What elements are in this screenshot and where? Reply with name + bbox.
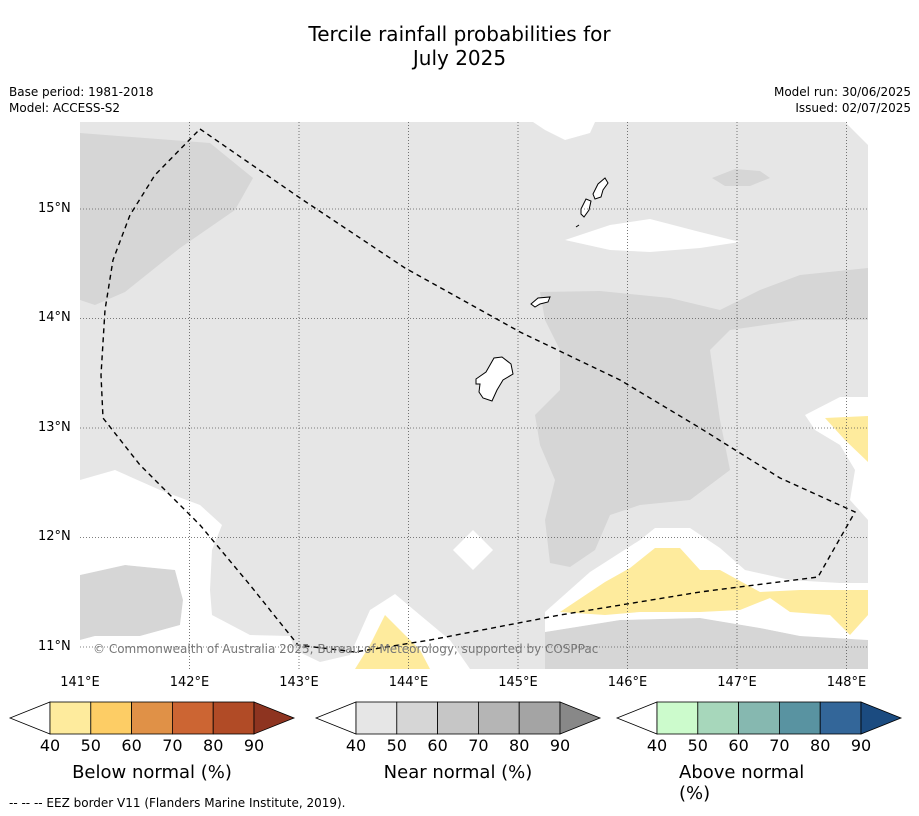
above-normal-tick-50: 50 xyxy=(687,736,708,755)
rota-island xyxy=(530,296,551,308)
no-signal-area-north xyxy=(565,219,740,252)
lon-label-144e: 144°E xyxy=(388,675,429,690)
colorbar-below-normal-high-triangle xyxy=(253,701,296,735)
title-line-2: July 2025 xyxy=(412,46,507,70)
above-normal-tick-70: 70 xyxy=(769,736,790,755)
near-normal-50-area-northwest xyxy=(80,133,253,305)
copyright-text: © Commonwealth of Australia 2025, Bureau… xyxy=(93,642,598,656)
eez-border xyxy=(100,128,856,653)
below-normal-40-area-southeast xyxy=(560,548,868,635)
colorbar-near-normal-swatch-60 xyxy=(437,701,479,735)
below-normal-tick-60: 60 xyxy=(121,736,142,755)
lon-label-141e: 141°E xyxy=(60,675,100,690)
colorbar-above-normal-swatch-70 xyxy=(779,701,821,735)
colorbar-below-normal-swatch-50 xyxy=(90,701,133,735)
no-signal-area-west xyxy=(80,470,470,669)
title-line-1: Tercile rainfall probabilities for xyxy=(308,22,611,46)
colorbar-near-normal-low-triangle xyxy=(314,701,357,735)
lat-label-15n: 15°N xyxy=(38,201,71,216)
near-normal-50-patch-east xyxy=(712,169,770,186)
colorbar-above-normal xyxy=(615,701,903,735)
lon-label-142e: 142°E xyxy=(169,675,210,690)
lat-label-14n: 14°N xyxy=(38,310,71,325)
lon-label-147e: 147°E xyxy=(717,675,757,690)
above-normal-tick-60: 60 xyxy=(728,736,749,755)
colorbar-near-normal-high-triangle xyxy=(559,701,602,735)
lon-label-146e: 146°E xyxy=(607,675,648,690)
eez-footnote: -- -- -- EEZ border V11 (Flanders Marine… xyxy=(9,796,346,810)
colorbar-above-normal-swatch-50 xyxy=(697,701,739,735)
info-right: Model run: 30/06/2025 Issued: 02/07/2025 xyxy=(774,84,911,116)
no-signal-area-diamond xyxy=(453,530,493,570)
lon-label-143e: 143°E xyxy=(279,675,319,690)
below-normal-tick-70: 70 xyxy=(162,736,183,755)
below-normal-colorbar-title: Below normal (%) xyxy=(72,762,232,783)
colorbar-near-normal-swatch-70 xyxy=(477,701,520,735)
near-normal-colorbar-title: Near normal (%) xyxy=(383,762,533,783)
below-normal-tick-40: 40 xyxy=(39,736,61,755)
lon-label-148e: 148°E xyxy=(826,675,867,690)
below-normal-40-area-south xyxy=(355,615,430,669)
below-normal-tick-90: 90 xyxy=(243,736,265,755)
colorbar-near-normal-swatch-50 xyxy=(396,701,438,735)
near-normal-tick-90: 90 xyxy=(549,736,571,755)
no-signal-area-top xyxy=(533,122,595,140)
colorbar-above-normal-high-triangle xyxy=(860,701,903,735)
colorbar-above-normal-swatch-80 xyxy=(819,701,862,735)
below-normal-tick-80: 80 xyxy=(203,736,224,755)
near-normal-50-area-south xyxy=(80,565,183,640)
chart-title: Tercile rainfall probabilities for July … xyxy=(0,22,919,70)
near-normal-50-area-southeast xyxy=(545,618,868,669)
lat-label-11n: 11°N xyxy=(38,639,71,654)
above-normal-tick-90: 90 xyxy=(850,736,872,755)
colorbar-below-normal-low-triangle xyxy=(8,701,51,735)
near-normal-tick-40: 40 xyxy=(345,736,367,755)
colorbar-above-normal-swatch-60 xyxy=(738,701,780,735)
colorbar-above-normal-swatch-40 xyxy=(656,701,699,735)
aguijan-island xyxy=(575,224,580,228)
near-normal-tick-80: 80 xyxy=(509,736,530,755)
colorbar-below-normal xyxy=(8,701,296,735)
below-normal-tick-50: 50 xyxy=(80,736,101,755)
lat-label-12n: 12°N xyxy=(38,529,71,544)
lat-label-13n: 13°N xyxy=(38,420,71,435)
no-signal-area-top-right xyxy=(845,122,868,145)
model-run: Model run: 30/06/2025 xyxy=(773,85,911,99)
above-normal-tick-40: 40 xyxy=(646,736,668,755)
near-normal-tick-50: 50 xyxy=(386,736,407,755)
above-normal-tick-80: 80 xyxy=(810,736,831,755)
colorbar-near-normal xyxy=(314,701,602,735)
near-normal-tick-60: 60 xyxy=(427,736,448,755)
model-name: Model: ACCESS-S2 xyxy=(9,101,121,115)
above-normal-colorbar-title: Above normal (%) xyxy=(679,762,805,804)
colorbar-below-normal-swatch-70 xyxy=(171,701,214,735)
colorbar-below-normal-swatch-60 xyxy=(131,701,173,735)
issued-date: Issued: 02/07/2025 xyxy=(795,101,911,115)
below-normal-40-area-east xyxy=(825,416,868,462)
colorbar-below-normal-swatch-40 xyxy=(49,701,92,735)
colorbar-below-normal-swatch-80 xyxy=(212,701,255,735)
near-normal-50-area-central xyxy=(535,268,868,567)
graticule xyxy=(80,122,868,669)
colorbar-above-normal-low-triangle xyxy=(615,701,658,735)
probability-field: © Commonwealth of Australia 2025, Bureau… xyxy=(80,122,868,669)
near-normal-tick-70: 70 xyxy=(468,736,489,755)
saipan-island xyxy=(592,177,609,200)
lon-label-145e: 145°E xyxy=(498,675,538,690)
guam-island xyxy=(475,356,514,402)
base-period: Base period: 1981-2018 xyxy=(9,85,154,99)
tinian-island xyxy=(580,198,592,218)
colorbar-near-normal-swatch-80 xyxy=(518,701,561,735)
info-left: Base period: 1981-2018 Model: ACCESS-S2 xyxy=(9,84,154,116)
colorbar-near-normal-swatch-40 xyxy=(355,701,398,735)
